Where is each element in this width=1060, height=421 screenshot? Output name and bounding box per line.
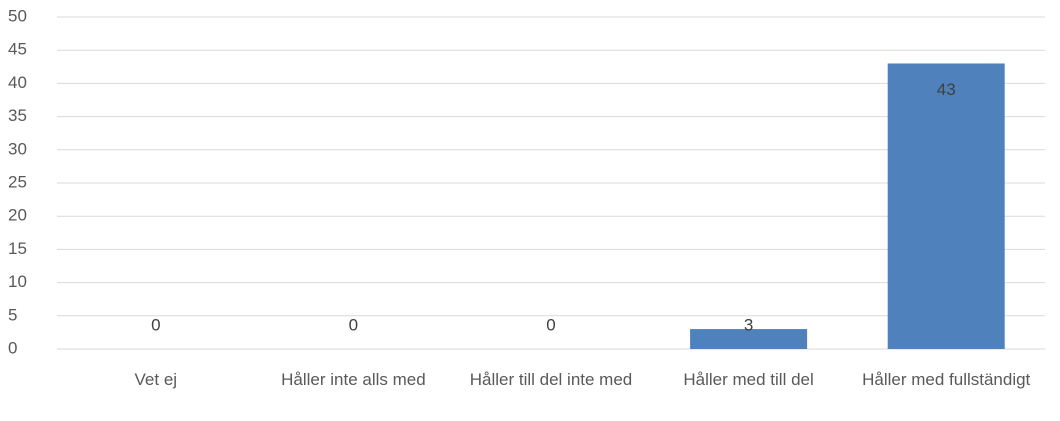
data-label: 0 bbox=[349, 315, 358, 334]
y-tick-label: 15 bbox=[8, 239, 27, 258]
data-label: 0 bbox=[546, 315, 555, 334]
x-tick-label: Håller med till del bbox=[683, 370, 813, 389]
bar bbox=[887, 63, 1005, 349]
x-tick-label: Håller till del inte med bbox=[470, 370, 633, 389]
y-tick-label: 35 bbox=[8, 106, 27, 125]
data-label: 3 bbox=[744, 315, 753, 334]
y-tick-label: 30 bbox=[8, 139, 27, 158]
x-tick-label: Vet ej bbox=[135, 370, 178, 389]
y-tick-label: 50 bbox=[8, 6, 27, 25]
y-tick-label: 20 bbox=[8, 206, 27, 225]
x-tick-label: Håller med fullständigt bbox=[862, 370, 1030, 389]
y-tick-label: 0 bbox=[8, 338, 17, 357]
y-tick-label: 40 bbox=[8, 73, 27, 92]
data-label: 0 bbox=[151, 315, 160, 334]
y-tick-label: 25 bbox=[8, 172, 27, 191]
bar bbox=[690, 329, 808, 349]
y-tick-label: 5 bbox=[8, 305, 17, 324]
x-tick-label: Håller inte alls med bbox=[281, 370, 426, 389]
data-label: 43 bbox=[937, 80, 956, 99]
y-tick-label: 45 bbox=[8, 40, 27, 59]
y-tick-label: 10 bbox=[8, 272, 27, 291]
